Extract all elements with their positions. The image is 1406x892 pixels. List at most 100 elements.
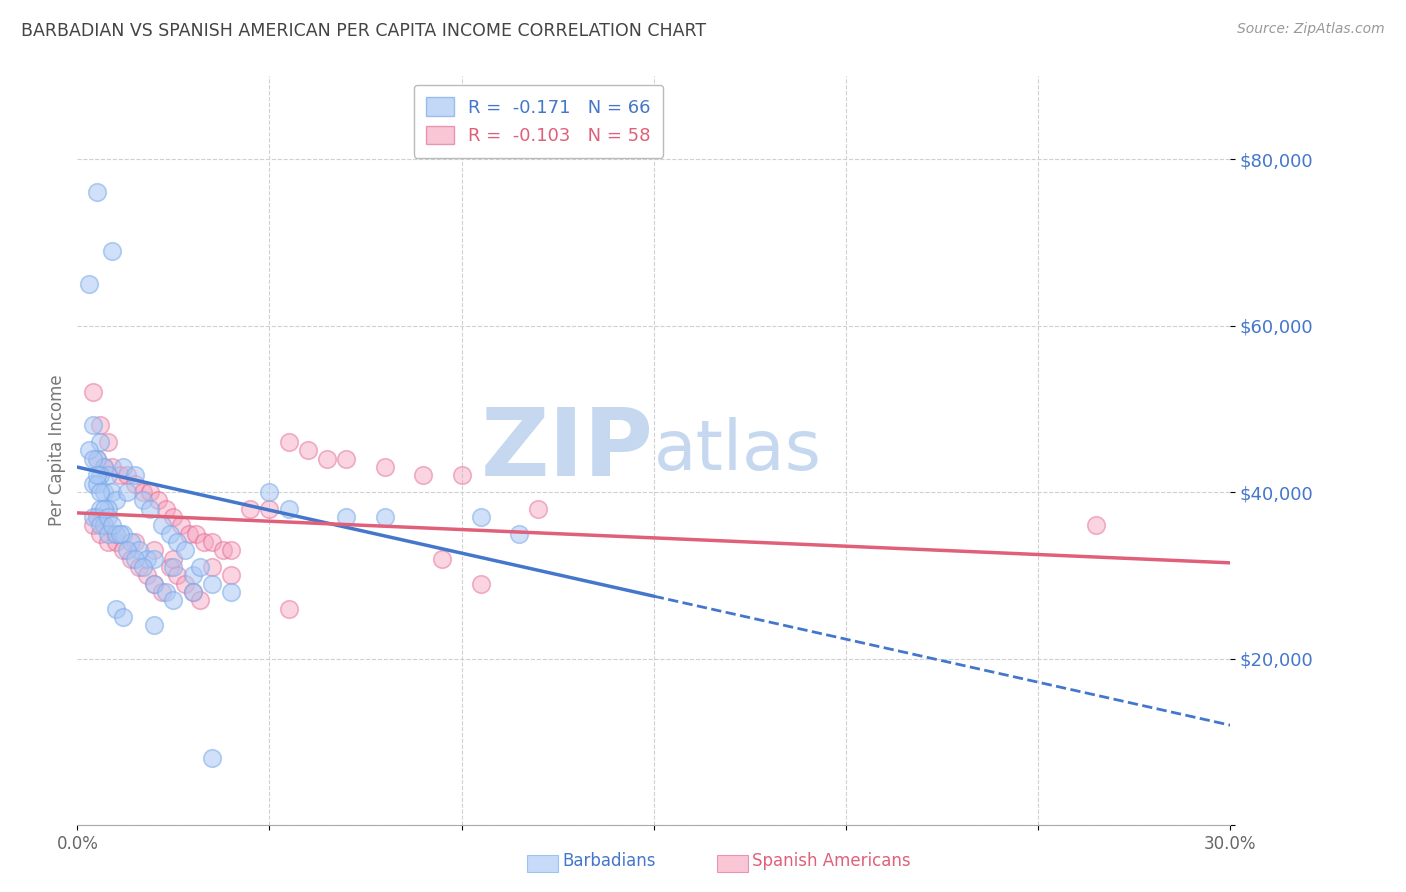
- Point: [86, 476, 108, 491]
- Point: [104, 535, 127, 549]
- Point: [201, 560, 224, 574]
- Point: [335, 451, 357, 466]
- Point: [77, 277, 100, 291]
- Point: [93, 501, 115, 516]
- Point: [181, 585, 204, 599]
- Point: [277, 435, 299, 450]
- Point: [104, 493, 127, 508]
- Point: [470, 510, 492, 524]
- Point: [131, 485, 153, 500]
- Point: [86, 510, 108, 524]
- Point: [186, 526, 208, 541]
- Point: [124, 535, 146, 549]
- Point: [470, 576, 492, 591]
- Point: [412, 468, 434, 483]
- Point: [139, 501, 162, 516]
- Point: [89, 418, 111, 433]
- Point: [82, 510, 104, 524]
- Point: [97, 501, 120, 516]
- Text: ZIP: ZIP: [481, 404, 654, 497]
- Point: [181, 568, 204, 582]
- Point: [97, 535, 120, 549]
- Point: [188, 560, 211, 574]
- Text: Spanish Americans: Spanish Americans: [752, 852, 911, 870]
- Point: [146, 493, 169, 508]
- Point: [82, 518, 104, 533]
- Point: [124, 551, 146, 566]
- Point: [508, 526, 530, 541]
- Text: atlas: atlas: [654, 417, 821, 484]
- Point: [374, 460, 396, 475]
- Point: [112, 543, 135, 558]
- Point: [82, 385, 104, 400]
- Point: [93, 485, 115, 500]
- Point: [101, 244, 124, 258]
- Point: [155, 501, 177, 516]
- Point: [120, 551, 142, 566]
- Point: [527, 501, 550, 516]
- Point: [166, 568, 188, 582]
- Point: [159, 560, 181, 574]
- Point: [86, 468, 108, 483]
- Point: [201, 535, 224, 549]
- Point: [143, 543, 166, 558]
- Point: [89, 518, 111, 533]
- Point: [97, 468, 120, 483]
- Point: [112, 526, 135, 541]
- Point: [117, 485, 139, 500]
- Point: [97, 510, 120, 524]
- Point: [112, 610, 135, 624]
- Point: [89, 501, 111, 516]
- Point: [219, 585, 242, 599]
- Point: [316, 451, 339, 466]
- Point: [201, 751, 224, 765]
- Point: [166, 535, 188, 549]
- Point: [101, 460, 124, 475]
- Text: BARBADIAN VS SPANISH AMERICAN PER CAPITA INCOME CORRELATION CHART: BARBADIAN VS SPANISH AMERICAN PER CAPITA…: [21, 22, 706, 40]
- Point: [97, 526, 120, 541]
- Point: [143, 576, 166, 591]
- Point: [277, 601, 299, 615]
- Point: [104, 526, 127, 541]
- Point: [89, 485, 111, 500]
- Point: [181, 585, 204, 599]
- Point: [128, 560, 150, 574]
- Point: [128, 543, 150, 558]
- Point: [112, 460, 135, 475]
- Point: [86, 510, 108, 524]
- Point: [86, 186, 108, 200]
- Point: [212, 543, 235, 558]
- Point: [108, 468, 131, 483]
- Point: [259, 485, 281, 500]
- Point: [135, 551, 157, 566]
- Point: [143, 576, 166, 591]
- Point: [82, 451, 104, 466]
- Point: [170, 518, 193, 533]
- Point: [86, 451, 108, 466]
- Point: [97, 435, 120, 450]
- Point: [131, 560, 153, 574]
- Point: [150, 585, 173, 599]
- Point: [374, 510, 396, 524]
- Text: Barbadians: Barbadians: [562, 852, 657, 870]
- Point: [1084, 518, 1107, 533]
- Point: [201, 576, 224, 591]
- Point: [450, 468, 472, 483]
- Point: [162, 510, 184, 524]
- Point: [297, 443, 319, 458]
- Point: [239, 501, 262, 516]
- Point: [219, 543, 242, 558]
- Point: [108, 526, 131, 541]
- Point: [177, 526, 200, 541]
- Point: [150, 518, 173, 533]
- Point: [131, 493, 153, 508]
- Point: [135, 568, 157, 582]
- Text: Source: ZipAtlas.com: Source: ZipAtlas.com: [1237, 22, 1385, 37]
- Point: [188, 593, 211, 607]
- Point: [162, 551, 184, 566]
- Point: [82, 476, 104, 491]
- Point: [259, 501, 281, 516]
- Point: [174, 543, 197, 558]
- Point: [93, 518, 115, 533]
- Point: [159, 526, 181, 541]
